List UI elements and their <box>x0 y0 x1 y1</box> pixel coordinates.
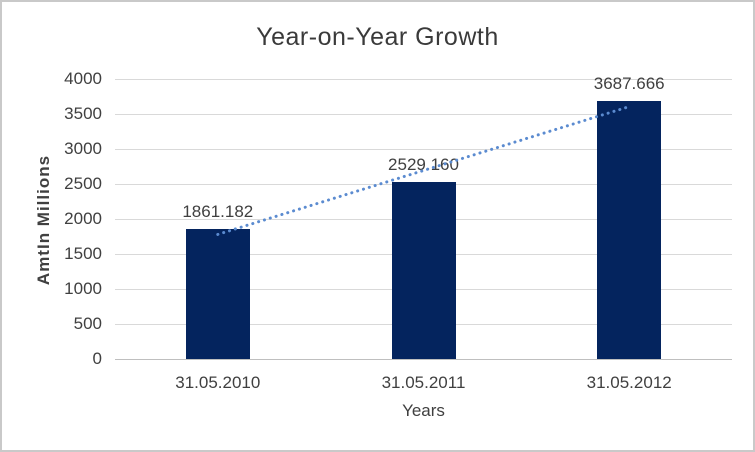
bar <box>185 228 250 359</box>
y-tick-label: 2000 <box>64 209 102 228</box>
y-tick-label: 1500 <box>64 244 102 263</box>
data-label: 3687.666 <box>593 73 665 93</box>
bar <box>391 182 456 359</box>
y-tick-label: 0 <box>92 349 102 368</box>
y-axis-title: AmtIn Millions <box>34 154 53 286</box>
data-label: 1861.182 <box>182 201 254 221</box>
y-tick-label: 500 <box>73 314 102 333</box>
gridline <box>115 79 732 80</box>
x-axis-title: Years <box>402 401 445 420</box>
x-tick-label: 31.05.2012 <box>586 373 672 392</box>
data-label: 2529.160 <box>388 155 459 174</box>
x-tick-label: 31.05.2010 <box>175 373 261 392</box>
y-tick-label: 1000 <box>64 279 102 298</box>
bar <box>597 100 662 359</box>
x-axis-line <box>115 359 732 360</box>
y-tick-label: 3000 <box>64 139 102 158</box>
y-tick-label: 2500 <box>64 174 102 193</box>
chart-title: Year-on-Year Growth <box>256 23 499 51</box>
x-tick-label: 31.05.2011 <box>381 373 466 392</box>
y-tick-label: 3500 <box>64 104 102 123</box>
y-tick-label: 4000 <box>64 69 102 88</box>
